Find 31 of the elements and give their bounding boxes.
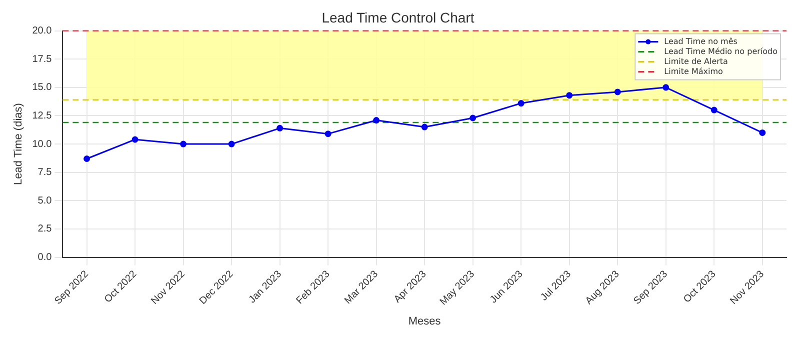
y-tick-label: 15.0	[32, 82, 52, 94]
point	[614, 88, 621, 96]
y-tick-label: 7.5	[38, 167, 52, 178]
y-tick-label: 10.0	[32, 138, 52, 150]
point	[228, 140, 235, 148]
y-tick-label: 12.5	[32, 110, 52, 122]
point	[180, 140, 187, 148]
y-tick-label: 0.0	[38, 252, 52, 264]
x-axis-title: Meses	[408, 315, 442, 328]
legend-label: Limite Máximo	[664, 66, 724, 76]
y-tick-label: 5.0	[38, 195, 52, 206]
point	[566, 92, 573, 99]
point	[324, 130, 332, 138]
chart-title: Lead Time Control Chart	[322, 9, 474, 26]
y-tick-label: 17.5	[32, 54, 52, 65]
legend-label: Lead Time no mês	[664, 36, 738, 46]
point	[132, 136, 138, 143]
point	[759, 129, 766, 136]
y-tick-label: 2.5	[38, 224, 52, 235]
point	[421, 124, 428, 130]
point	[470, 114, 476, 122]
point	[373, 117, 380, 124]
point	[84, 156, 90, 162]
point	[662, 84, 670, 91]
y-tick-label: 20.0	[32, 26, 52, 37]
point	[518, 100, 524, 107]
y-axis-title: Lead Time (dias)	[12, 103, 25, 185]
legend-label: Lead Time Médio no período	[664, 46, 778, 56]
point	[276, 124, 284, 132]
legend-label: Limite de Alerta	[664, 56, 728, 66]
point	[710, 106, 718, 114]
